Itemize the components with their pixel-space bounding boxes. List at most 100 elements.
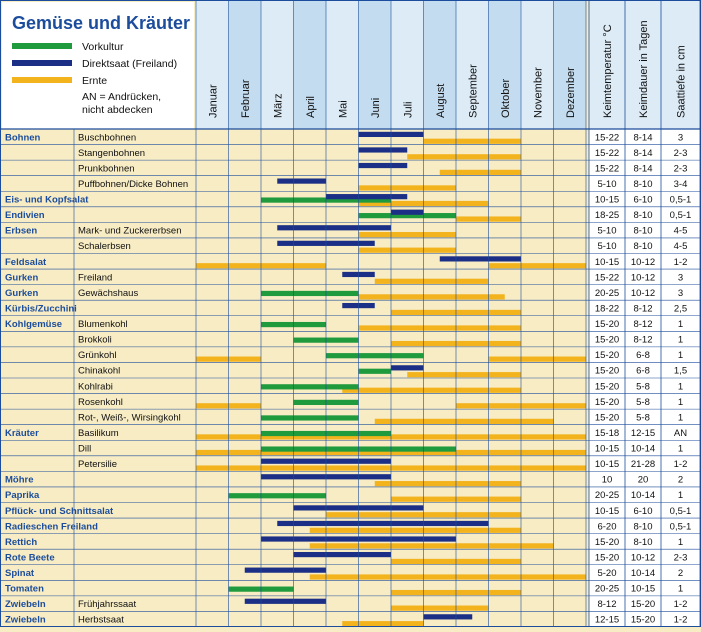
row-value: 8-10 bbox=[633, 226, 652, 237]
table-row bbox=[0, 362, 701, 378]
value-cell-bg bbox=[589, 393, 700, 410]
bar-dir bbox=[326, 194, 408, 200]
row-item-label: Chinakohl bbox=[78, 366, 120, 377]
bar-dir bbox=[439, 256, 521, 262]
bar-ern bbox=[374, 418, 554, 424]
bar-ern bbox=[488, 263, 586, 269]
bar-vor bbox=[228, 493, 326, 499]
row-value: 20 bbox=[638, 475, 649, 486]
month-header-september bbox=[456, 0, 489, 129]
row-group-label: Endivien bbox=[5, 210, 45, 221]
row-value: 8-14 bbox=[633, 148, 652, 159]
bar-ern bbox=[342, 621, 424, 627]
row-group-label: Kohlgemüse bbox=[5, 319, 62, 330]
row-item-label: Buschbohnen bbox=[78, 132, 136, 143]
row-value: 10-14 bbox=[631, 444, 655, 455]
month-header-marz bbox=[261, 0, 294, 129]
table-row bbox=[0, 206, 701, 223]
row-item-label: Petersilie bbox=[78, 459, 117, 470]
table-row bbox=[0, 160, 701, 176]
bar-vor bbox=[261, 384, 359, 390]
row-value: 18-25 bbox=[595, 210, 619, 221]
row-item-label: Kohlrabi bbox=[78, 381, 113, 392]
value-cell-bg bbox=[589, 502, 700, 519]
row-value: 3 bbox=[678, 132, 683, 143]
value-header-keimtemperatur-c bbox=[589, 0, 625, 129]
row-value: 1 bbox=[678, 381, 683, 392]
bar-ern bbox=[358, 294, 505, 300]
bar-vor bbox=[358, 213, 456, 219]
row-value: 1 bbox=[678, 319, 683, 330]
month-columns: Januar Februar März April Mai Juni Juli August S… bbox=[196, 0, 700, 129]
row-value: 5-10 bbox=[597, 241, 616, 252]
value-cell-bg bbox=[589, 440, 700, 456]
row-value: 8-10 bbox=[633, 521, 652, 532]
row-value: 8-14 bbox=[633, 132, 652, 143]
bar-ern bbox=[358, 325, 521, 331]
row-value: 4-5 bbox=[674, 226, 688, 237]
row-value: 1 bbox=[678, 537, 683, 548]
bar-dir bbox=[277, 225, 391, 231]
month-header-april bbox=[293, 0, 326, 129]
bar-ern bbox=[309, 527, 521, 533]
row-value: 10-12 bbox=[631, 272, 655, 283]
row-value: 10-14 bbox=[631, 490, 655, 501]
row-group-label: Zwiebeln bbox=[5, 599, 46, 610]
row-value: 15-20 bbox=[631, 615, 655, 626]
value-cell-bg bbox=[589, 253, 700, 270]
bar-dir bbox=[244, 567, 326, 573]
row-value: 6-8 bbox=[636, 350, 650, 361]
row-value: 12-15 bbox=[595, 615, 619, 626]
row-value: 0,5-1 bbox=[670, 210, 692, 221]
row-group-label: Gurken bbox=[5, 288, 38, 299]
row-value: 8-12 bbox=[633, 335, 652, 346]
row-group-label: Gurken bbox=[5, 272, 38, 283]
bar-ern bbox=[309, 574, 586, 580]
bar-dir bbox=[293, 551, 391, 558]
row-value: 1 bbox=[678, 350, 683, 361]
value-cell-bg bbox=[589, 378, 700, 394]
row-item-label: Gewächshaus bbox=[78, 288, 138, 299]
table-row bbox=[0, 144, 701, 161]
row-item-label: Rot-, Weiß-, Wirsingkohl bbox=[78, 412, 181, 423]
row-group-label: Radieschen Freiland bbox=[5, 521, 98, 532]
row-value: 20-25 bbox=[595, 490, 619, 501]
row-value: 8-14 bbox=[633, 163, 652, 174]
legend-label-ernte: Ernte bbox=[82, 75, 107, 87]
row-group-label: Eis- und Kopfsalat bbox=[5, 195, 89, 206]
row-value: 6-8 bbox=[636, 366, 650, 377]
month-header-mai bbox=[326, 0, 359, 129]
table-row bbox=[0, 611, 701, 627]
legend-swatch-direktsaat-freiland bbox=[12, 60, 72, 66]
row-value: 5-8 bbox=[636, 397, 650, 408]
row-value: 5-10 bbox=[597, 226, 616, 237]
row-value: 10-15 bbox=[595, 459, 619, 470]
bar-ern bbox=[374, 481, 521, 487]
bar-dir bbox=[358, 147, 408, 153]
row-value: 4-5 bbox=[674, 241, 688, 252]
row-value: 0,5-1 bbox=[670, 521, 692, 532]
value-cell-bg bbox=[589, 471, 700, 487]
row-value: 2-3 bbox=[674, 148, 688, 159]
value-cell-bg bbox=[589, 206, 700, 223]
value-cell-bg bbox=[589, 362, 700, 378]
table-row bbox=[0, 595, 701, 612]
bar-ern bbox=[407, 154, 521, 160]
row-value: 2 bbox=[678, 568, 683, 579]
row-value: 1 bbox=[678, 444, 683, 455]
row-value: 10-15 bbox=[631, 584, 655, 595]
row-value: 3 bbox=[678, 272, 683, 283]
row-value: 15-20 bbox=[595, 552, 619, 563]
bar-dir bbox=[358, 162, 408, 169]
legend: Vorkultur Direktsaat (Freiland) Ernte AN = … bbox=[12, 41, 177, 116]
value-cell-bg bbox=[589, 191, 700, 207]
bar-ern bbox=[342, 387, 521, 393]
row-value: 2 bbox=[678, 475, 683, 486]
table-row bbox=[0, 175, 701, 192]
value-cell-bg bbox=[589, 129, 700, 145]
row-item-label: Rosenkohl bbox=[78, 397, 123, 408]
row-value: 10-12 bbox=[631, 257, 655, 268]
value-cell-bg bbox=[589, 237, 700, 254]
